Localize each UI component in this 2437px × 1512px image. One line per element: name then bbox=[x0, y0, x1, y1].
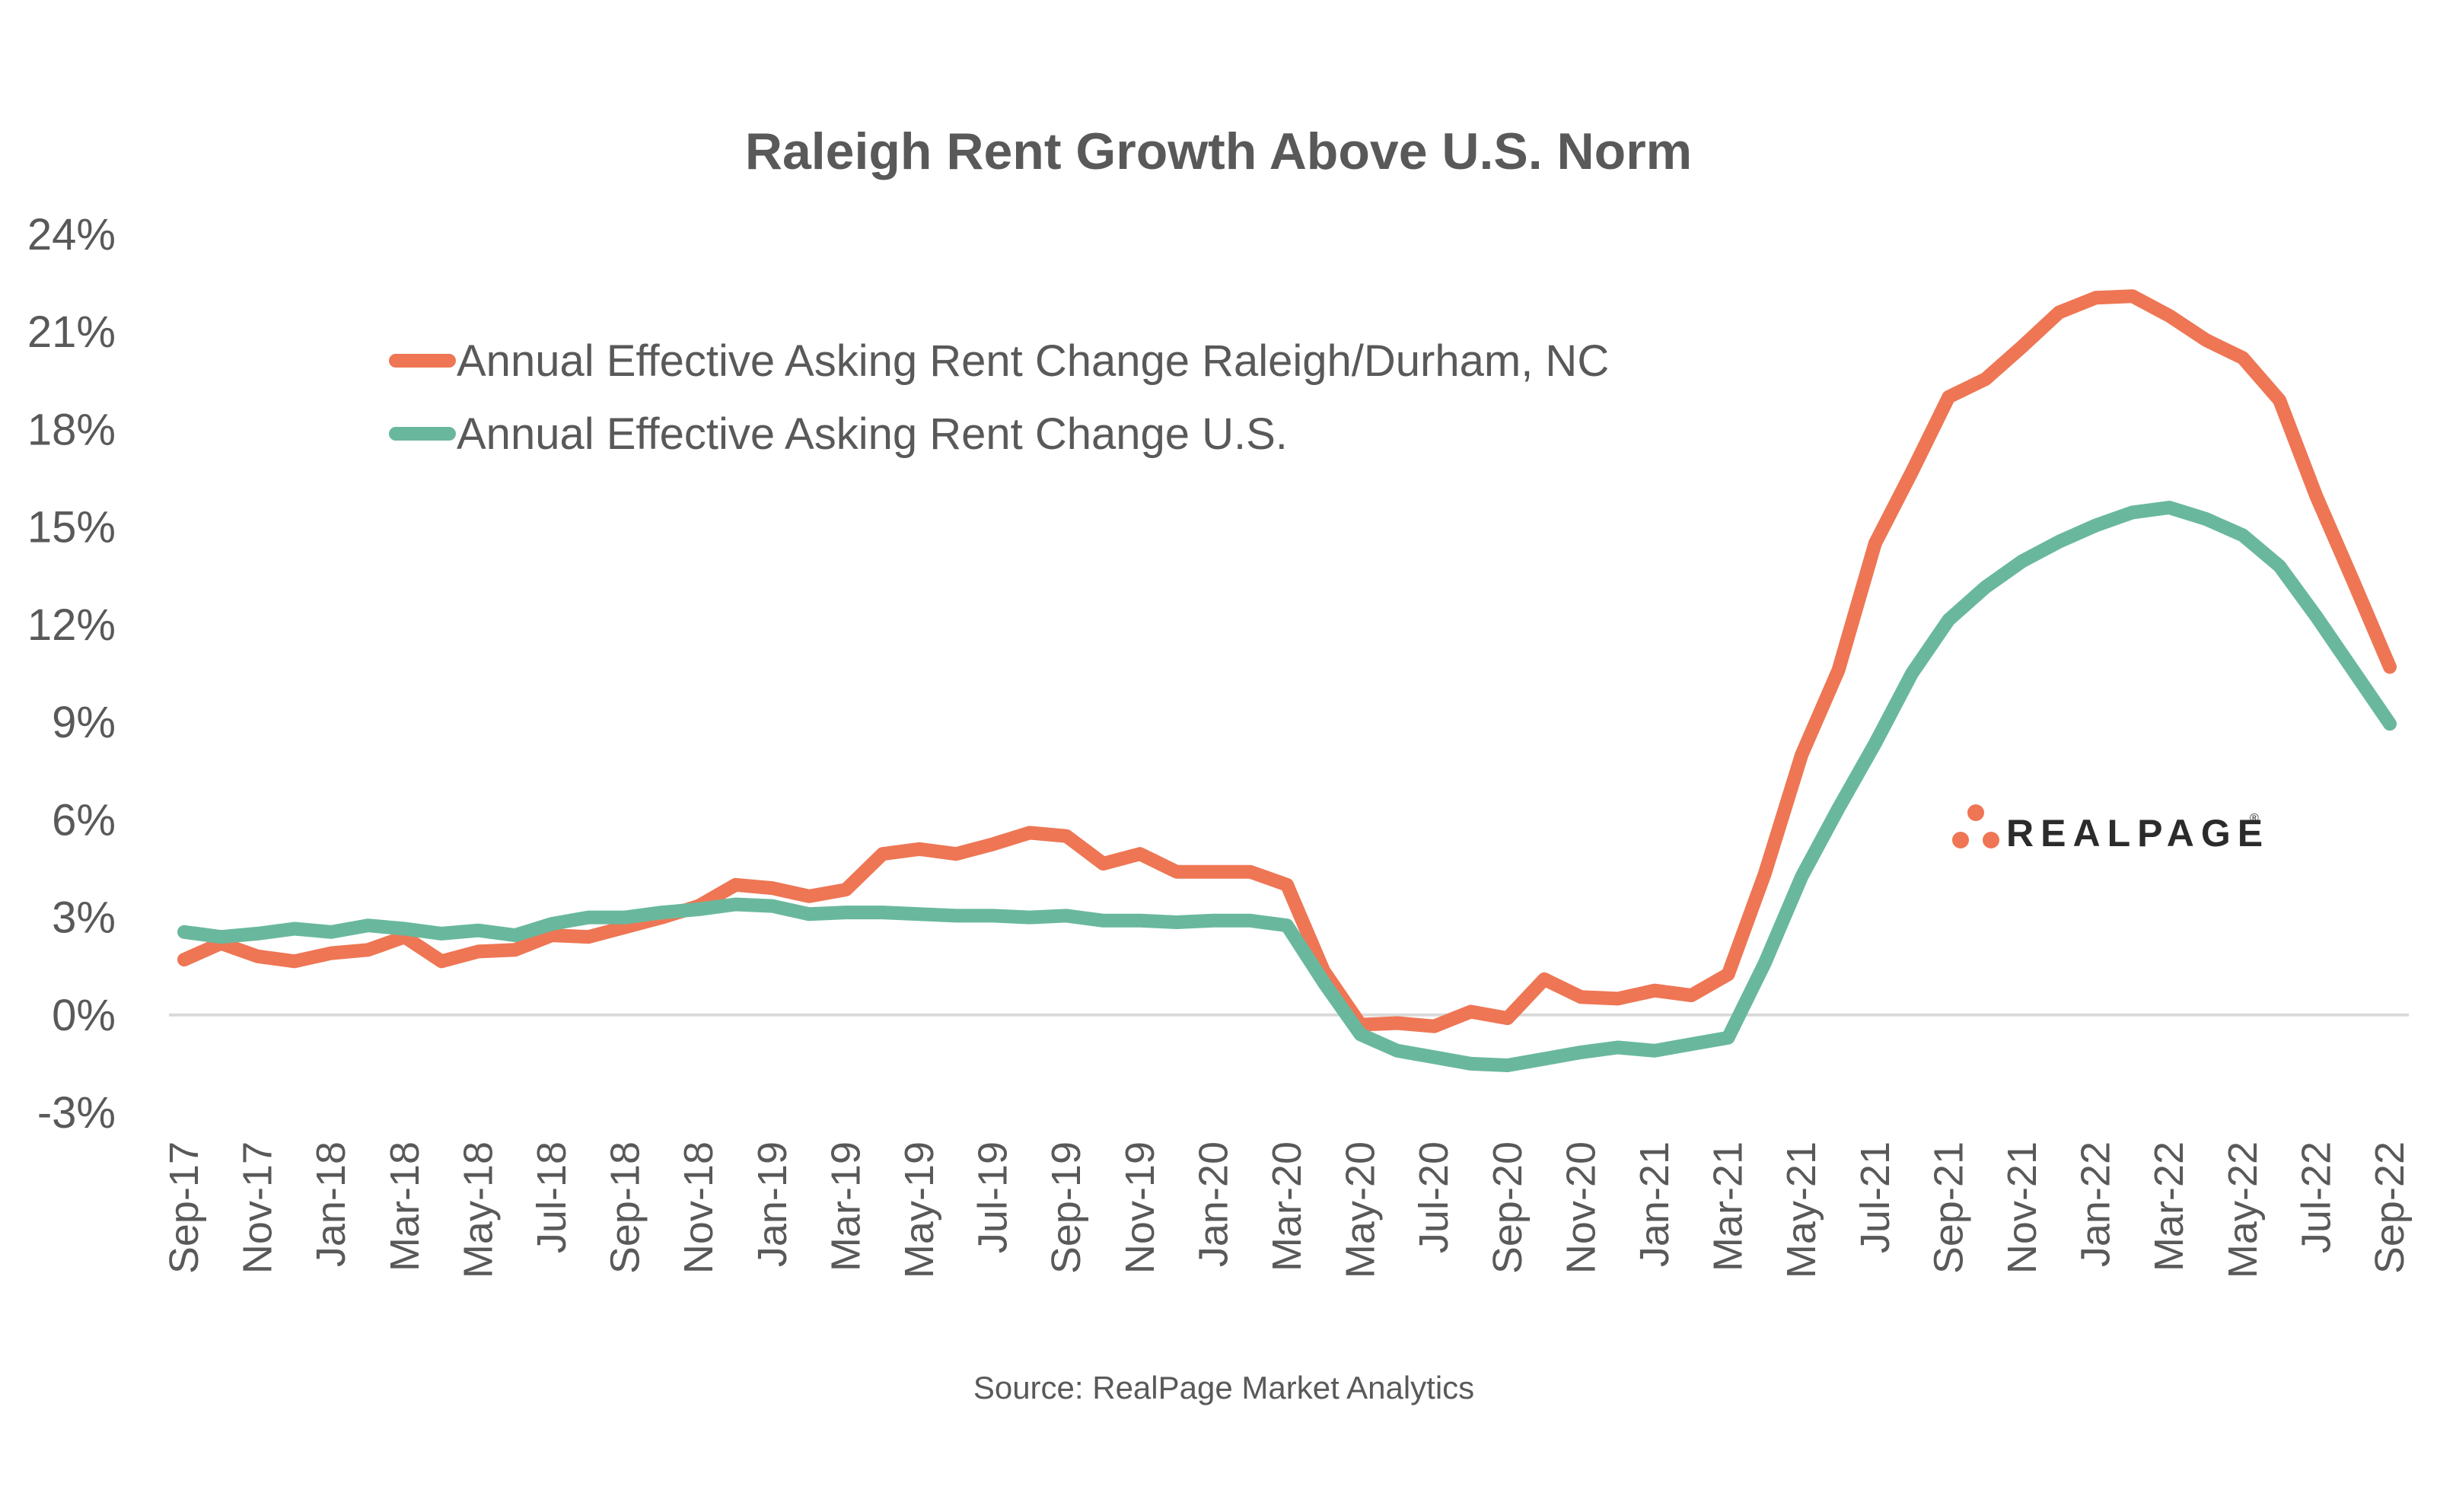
x-tick-label: Mar-22 bbox=[2146, 1141, 2192, 1272]
x-tick-label: Nov-19 bbox=[1117, 1141, 1163, 1274]
y-tick-label: 9% bbox=[52, 698, 116, 747]
logo-dot bbox=[1952, 832, 1969, 848]
x-tick-label: Sep-22 bbox=[2367, 1141, 2413, 1274]
x-tick-label: Jul-20 bbox=[1411, 1141, 1457, 1253]
legend-label-us: Annual Effective Asking Rent Change U.S. bbox=[457, 409, 1288, 459]
y-tick-label: 0% bbox=[52, 991, 116, 1040]
realpage-logo: REALPAGE ® bbox=[1952, 804, 2270, 855]
x-tick-label: Mar-20 bbox=[1264, 1141, 1310, 1272]
x-tick-label: May-21 bbox=[1779, 1141, 1824, 1278]
x-tick-label: Nov-18 bbox=[676, 1141, 722, 1274]
x-tick-label: May-19 bbox=[897, 1141, 942, 1278]
source-note: Source: RealPage Market Analytics bbox=[973, 1370, 1474, 1405]
series-line-raleigh bbox=[177, 289, 2397, 1033]
y-tick-label: 3% bbox=[52, 893, 116, 943]
x-tick-label: Jul-18 bbox=[529, 1141, 575, 1253]
x-tick-label: Sep-19 bbox=[1043, 1141, 1089, 1274]
x-tick-label: Mar-18 bbox=[382, 1141, 428, 1272]
x-tick-label: Nov-20 bbox=[1558, 1141, 1604, 1274]
x-tick-label: Sep-20 bbox=[1485, 1141, 1531, 1274]
x-axis: Sep-17 Nov-17 Jan-18 Mar-18 May-18 Jul-18 Sep-… bbox=[161, 1141, 2413, 1278]
legend-item-raleigh: Annual Effective Asking Rent Change Rale… bbox=[389, 336, 1609, 386]
x-tick-label: Jul-21 bbox=[1852, 1141, 1898, 1253]
x-tick-label: Nov-17 bbox=[235, 1141, 281, 1274]
x-tick-label: Jan-18 bbox=[308, 1141, 354, 1267]
x-tick-label: Mar-19 bbox=[823, 1141, 868, 1272]
x-tick-label: Sep-18 bbox=[603, 1141, 648, 1274]
x-tick-label: Jan-22 bbox=[2073, 1141, 2119, 1267]
legend-label-raleigh: Annual Effective Asking Rent Change Rale… bbox=[457, 336, 1609, 386]
x-tick-label: Nov-21 bbox=[1999, 1141, 2045, 1274]
legend: Annual Effective Asking Rent Change Rale… bbox=[389, 336, 1609, 459]
y-tick-label: 15% bbox=[27, 503, 116, 552]
x-tick-label: Jan-20 bbox=[1190, 1141, 1236, 1267]
x-tick-label: Sep-21 bbox=[1926, 1141, 1971, 1274]
logo-wordmark: REALPAGE bbox=[2006, 812, 2270, 855]
y-tick-label: 21% bbox=[27, 307, 116, 357]
logo-dot bbox=[1983, 832, 1999, 848]
x-tick-label: Jul-22 bbox=[2293, 1141, 2339, 1253]
y-tick-label: 18% bbox=[27, 405, 116, 454]
logo-dot bbox=[1967, 804, 1984, 821]
x-tick-label: May-18 bbox=[455, 1141, 501, 1278]
x-tick-label: Jan-19 bbox=[750, 1141, 795, 1267]
x-tick-label: May-20 bbox=[1338, 1141, 1384, 1278]
x-tick-label: Mar-21 bbox=[1706, 1141, 1751, 1272]
y-tick-label: 6% bbox=[52, 795, 116, 845]
y-tick-label: -3% bbox=[37, 1088, 116, 1138]
y-axis: -3% 0% 3% 6% 9% 12% 15% 18% 21% 24% bbox=[27, 210, 116, 1138]
chart-title: Raleigh Rent Growth Above U.S. Norm bbox=[745, 123, 1692, 180]
x-tick-label: May-22 bbox=[2220, 1141, 2266, 1278]
legend-item-us: Annual Effective Asking Rent Change U.S. bbox=[389, 409, 1288, 459]
series-layer bbox=[177, 289, 2397, 1072]
y-tick-label: 12% bbox=[27, 600, 116, 650]
x-tick-label: Jan-21 bbox=[1632, 1141, 1677, 1267]
x-tick-label: Jul-19 bbox=[970, 1141, 1016, 1253]
x-tick-label: Sep-17 bbox=[161, 1141, 207, 1274]
series-line-us bbox=[177, 501, 2397, 1072]
y-tick-label: 24% bbox=[27, 210, 116, 259]
logo-registered-mark: ® bbox=[2250, 812, 2259, 825]
